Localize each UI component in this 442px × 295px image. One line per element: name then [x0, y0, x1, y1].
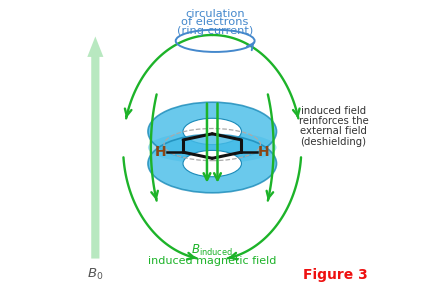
Text: of electrons: of electrons: [182, 17, 249, 27]
Ellipse shape: [148, 102, 277, 161]
Ellipse shape: [148, 134, 277, 193]
Text: H: H: [258, 145, 270, 159]
Text: reinforces the: reinforces the: [299, 116, 368, 126]
Ellipse shape: [183, 150, 241, 177]
Text: induced field: induced field: [301, 106, 366, 116]
Text: $B_0$: $B_0$: [87, 267, 103, 282]
Text: Figure 3: Figure 3: [303, 268, 367, 282]
Text: induced magnetic field: induced magnetic field: [148, 256, 276, 266]
Text: external field: external field: [300, 127, 367, 136]
Ellipse shape: [148, 132, 277, 163]
Text: circulation: circulation: [185, 9, 245, 19]
Text: (ring current): (ring current): [177, 26, 253, 36]
Text: (deshielding): (deshielding): [301, 137, 366, 147]
Text: H: H: [155, 145, 167, 159]
Text: $B_{\rm induced}$: $B_{\rm induced}$: [191, 243, 233, 258]
Ellipse shape: [183, 118, 241, 145]
Polygon shape: [88, 37, 103, 258]
